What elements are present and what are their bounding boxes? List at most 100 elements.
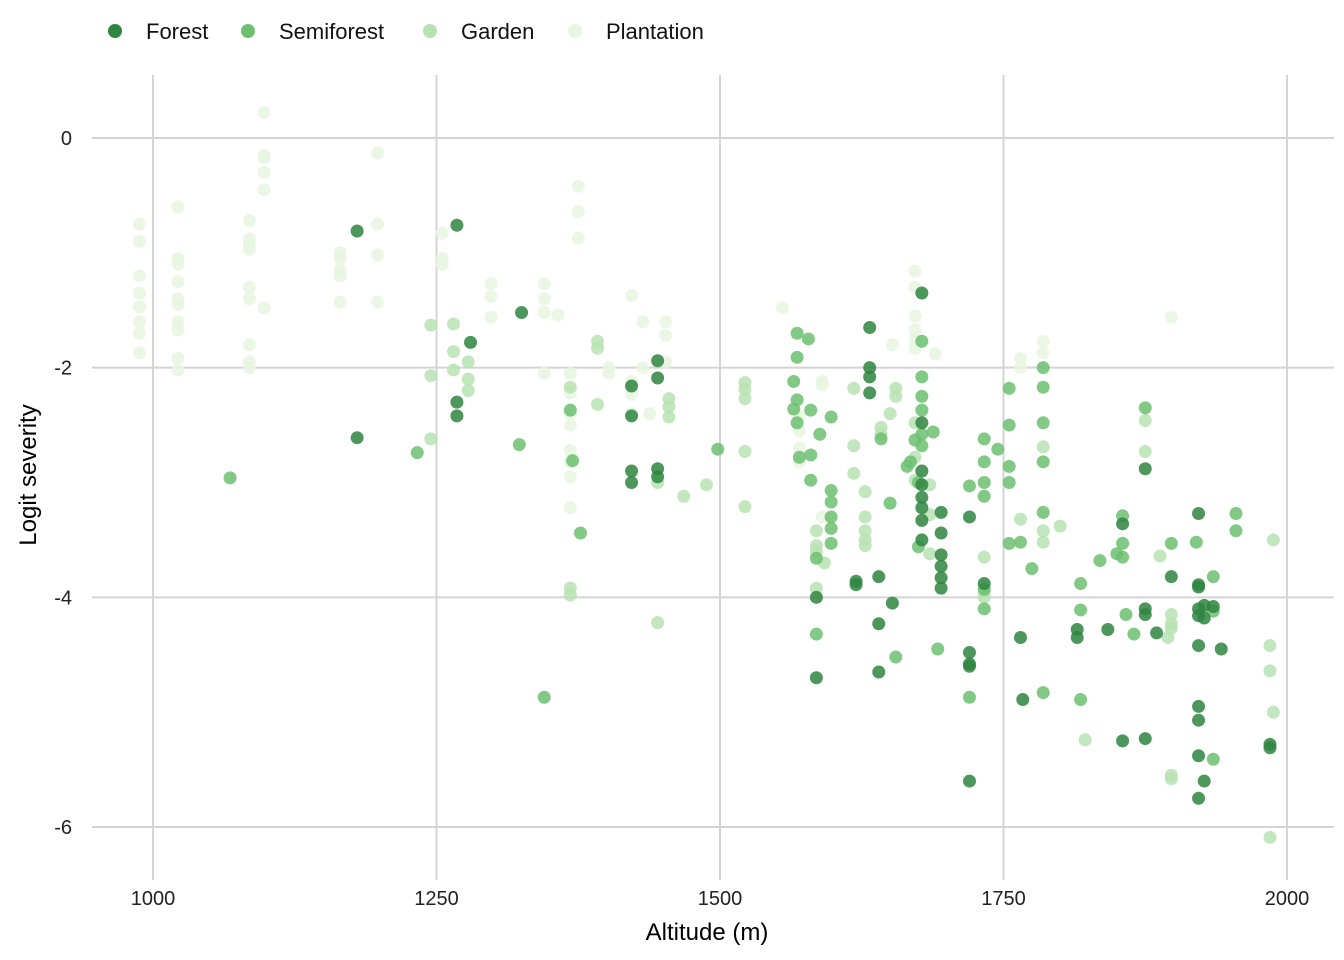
data-point	[915, 370, 929, 384]
data-point	[934, 581, 948, 595]
data-point	[350, 224, 364, 238]
data-point	[484, 277, 498, 291]
data-point	[450, 409, 464, 423]
data-point	[659, 329, 673, 343]
data-point	[1192, 749, 1206, 763]
data-point	[738, 392, 752, 406]
data-point	[1192, 791, 1206, 805]
data-point	[962, 645, 976, 659]
data-point	[801, 332, 815, 346]
data-point	[1036, 505, 1050, 519]
series-forest	[350, 218, 1277, 805]
data-point	[1189, 535, 1203, 549]
data-point	[464, 335, 478, 349]
legend-swatch	[108, 24, 122, 38]
data-point	[636, 315, 650, 329]
x-tick-label: 1500	[698, 888, 743, 910]
data-point	[563, 380, 577, 394]
data-point	[563, 418, 577, 432]
legend-label: Forest	[146, 19, 208, 44]
data-point	[858, 524, 872, 538]
data-point	[1192, 699, 1206, 713]
data-point	[1229, 524, 1243, 538]
data-point	[790, 393, 804, 407]
data-point	[908, 323, 922, 337]
data-point	[815, 378, 829, 392]
data-point	[915, 464, 929, 478]
data-point	[563, 443, 577, 457]
data-point	[908, 264, 922, 278]
data-point	[636, 361, 650, 375]
data-point	[571, 204, 585, 218]
data-point	[915, 490, 929, 504]
data-point	[790, 416, 804, 430]
data-point	[371, 295, 385, 309]
data-point	[435, 226, 449, 240]
x-tick-label: 1250	[414, 888, 459, 910]
data-point	[915, 416, 929, 430]
data-point	[738, 500, 752, 514]
data-point	[915, 334, 929, 348]
data-point	[333, 269, 347, 283]
data-point	[242, 338, 256, 352]
data-point	[804, 473, 818, 487]
data-point	[934, 526, 948, 540]
data-point	[1002, 459, 1016, 473]
data-point	[447, 317, 461, 331]
data-point	[512, 438, 526, 452]
data-point	[1197, 611, 1211, 625]
data-point	[863, 370, 877, 384]
data-point	[424, 432, 438, 446]
data-point	[651, 470, 665, 484]
data-point	[962, 659, 976, 673]
data-point	[537, 306, 551, 320]
data-point	[1074, 577, 1088, 591]
data-point	[915, 501, 929, 515]
data-point	[738, 382, 752, 396]
data-point	[537, 277, 551, 291]
data-point	[1138, 444, 1152, 458]
data-point	[1164, 772, 1178, 786]
data-point	[863, 320, 877, 334]
data-point	[883, 407, 897, 421]
data-point	[242, 242, 256, 256]
data-point	[904, 455, 918, 469]
data-point	[858, 539, 872, 553]
data-point	[1002, 476, 1016, 489]
data-point	[171, 351, 185, 365]
x-tick-label: 1750	[981, 888, 1026, 910]
data-point	[977, 602, 991, 616]
data-point	[257, 165, 271, 179]
legend-label: Garden	[461, 19, 534, 44]
data-point	[571, 179, 585, 193]
data-point	[625, 409, 639, 423]
data-point	[1036, 346, 1050, 360]
data-point	[962, 774, 976, 788]
data-point	[863, 386, 877, 400]
data-point	[333, 295, 347, 309]
data-point	[1002, 381, 1016, 395]
data-point	[863, 361, 877, 375]
data-point	[790, 350, 804, 364]
data-point	[625, 288, 639, 302]
data-point	[1078, 733, 1092, 747]
data-point	[371, 146, 385, 160]
data-point	[643, 407, 657, 421]
data-point	[1036, 416, 1050, 430]
y-tick-label: 0	[61, 128, 72, 150]
data-point	[447, 363, 461, 377]
data-point	[574, 526, 588, 540]
data-point	[1229, 507, 1243, 521]
data-point	[484, 310, 498, 324]
data-point	[1002, 418, 1016, 432]
data-point	[461, 355, 475, 369]
data-point	[257, 106, 271, 120]
data-point	[537, 292, 551, 306]
data-point	[815, 510, 829, 524]
data-point	[1014, 361, 1028, 375]
data-point	[1138, 401, 1152, 415]
data-point	[872, 665, 886, 679]
data-point	[350, 431, 364, 445]
data-point	[1164, 536, 1178, 550]
data-point	[928, 347, 942, 361]
